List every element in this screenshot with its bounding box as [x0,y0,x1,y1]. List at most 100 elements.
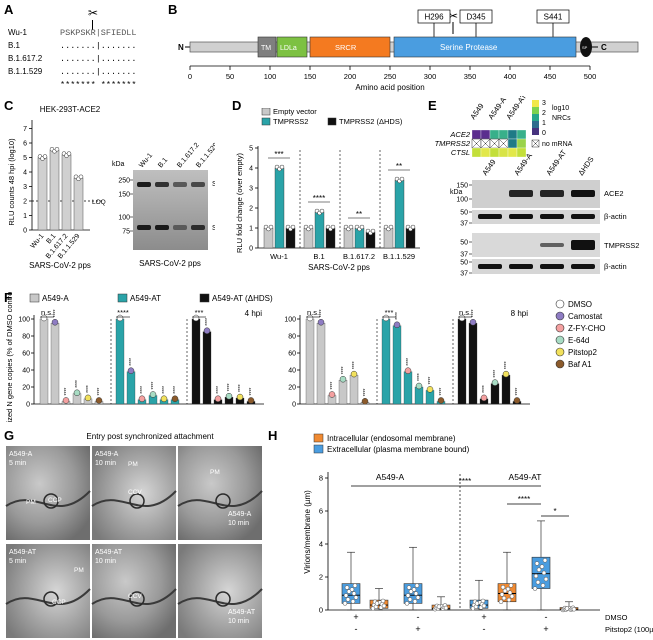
f-point [306,314,314,322]
sequence: .......|....... [60,41,137,51]
f-sig-star: **** [238,384,244,392]
h-point [342,601,348,606]
domain-serine-protease-label: Serine Protease [440,43,498,52]
h-point [542,558,548,563]
f-legend-swatch [29,293,40,303]
f-point [127,367,135,374]
e-blot-marker: 50 [460,240,468,247]
h-mark-dmso: - [417,612,420,622]
domain-tm [257,36,277,58]
em-cell-label: A549-A [228,511,252,518]
f-point [95,397,103,404]
em-membrane [91,490,177,507]
e-actin2-membrane [472,259,600,274]
f-sig-star: **** [493,370,499,378]
f-bar [392,325,402,405]
sequence: PSKPSKR|SFIEDLL [60,28,137,38]
f-bar [50,323,60,405]
f-point [160,395,168,402]
f-legend-swatch [117,293,128,303]
f-bar [403,371,413,405]
h-point [345,597,351,602]
em-tag: PM [74,567,84,574]
h-point [381,603,387,609]
f-bar [468,323,478,405]
f-sig-star: **** [216,386,222,394]
f-ytick-label: 80 [22,334,30,341]
f-bar [202,331,212,405]
c-blot-lane: Wu-1 [138,152,154,169]
tmprss2-band [540,243,564,247]
em-tag: CCP [52,599,66,606]
h-ytick-label: 2 [319,573,323,582]
f-sig-star: **** [227,383,233,391]
h-point [351,591,357,596]
d-legend-swatch [261,117,271,126]
d-xcat: B.1 [313,252,324,261]
panel-c-letter: C [4,98,14,113]
e-blot-lane: A549 [480,158,497,178]
f-point [203,327,211,334]
f-sig-star: **** [173,386,179,394]
d-xcat: Wu-1 [270,252,288,261]
f-sig-star: **** [53,309,59,317]
cleavage-arrow [92,20,93,30]
treatment-label: DMSO [568,300,592,309]
f-bar [115,318,125,405]
em-cell-label: A549-AT [228,609,256,616]
e-scale-tick: 3 [542,100,546,107]
d-sig: ** [396,162,402,171]
heat-cell [507,147,518,158]
heat-cell [489,129,500,140]
panel-g-letter: G [4,428,15,443]
s0-band [137,182,151,187]
h-point [344,585,350,590]
f-bar [501,374,511,405]
f-point [458,314,466,322]
d-bar [394,179,405,249]
h-mark-pitstop: + [415,624,420,634]
em-virion [129,591,145,607]
h-sig: * [553,507,556,516]
panel-e-letter: E [428,98,437,113]
active-site-label: S441 [544,13,563,22]
h-point [535,580,541,585]
h-point [404,601,410,606]
scale-swatch [532,121,539,128]
f-point [317,319,325,326]
c-bar [37,157,48,231]
em-micrograph [92,446,176,540]
b-tick-label: 150 [304,72,317,81]
h-point [413,591,419,596]
c-blot-lane: B.1 [157,157,169,170]
f-sig-star: **** [140,386,146,394]
e-ace2-label: ACE2 [604,189,624,198]
d-xcat: B.1.1.529 [383,252,415,261]
h-point [412,599,418,604]
treatment-label: Baf A1 [568,360,592,369]
h-point [508,583,514,588]
actin-band [571,264,595,269]
d-point [370,228,376,234]
em-membrane [5,490,91,507]
h-point [498,599,504,604]
f-point [247,397,255,404]
h-box [531,556,551,589]
f-point [171,395,179,402]
panel-b-domain-map: ✂ H296 D345 S441 N TM LDLa SRCR Serine Pro… [178,9,639,92]
d-legend-label: Empty vector [273,108,317,116]
s0-band [173,182,187,187]
scale-swatch [532,114,539,121]
h-mark-dmso: - [545,612,548,622]
c-blot-marker: 100 [118,215,130,222]
h-point [532,586,538,591]
em-time-label: 5 min [9,558,26,565]
f-point [40,314,48,322]
panel-h-chart: Intracellular (endosomal membrane) Extrac… [303,433,653,634]
f-ylabel: Normalized N gene copies (% of DMSO cont… [5,292,14,422]
f-ytick-label: 100 [18,317,30,324]
h-point [507,590,513,595]
heat-cell [471,147,482,158]
